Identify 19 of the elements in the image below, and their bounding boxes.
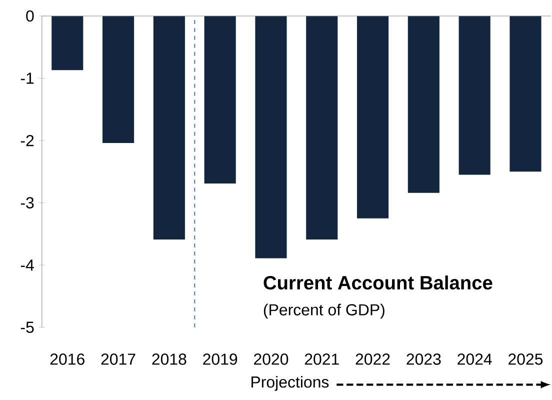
x-tick-label: 2022 xyxy=(356,353,390,365)
y-tick-label: -3 xyxy=(20,197,34,208)
text: (Percent of GDP) xyxy=(264,304,384,318)
y-tick-label: -4 xyxy=(20,259,34,270)
x-tick-label: 2017 xyxy=(101,353,136,365)
x-tick-label: 2018 xyxy=(152,353,186,365)
x-tick-label: 2019 xyxy=(203,353,238,365)
text: Projections xyxy=(252,376,329,391)
x-tick-label: 2021 xyxy=(304,353,339,365)
x-tick-label: 2020 xyxy=(254,353,288,365)
y-tick-label: -1 xyxy=(20,72,34,84)
x-tick-label: 2024 xyxy=(458,353,492,365)
text: Current Account Balance xyxy=(264,275,492,290)
x-tick-label: 2025 xyxy=(508,353,543,365)
y-tick-label: 0 xyxy=(26,10,34,22)
y-tick-label: -2 xyxy=(20,134,34,146)
x-tick-label: 2023 xyxy=(406,353,441,365)
y-tick-label: -5 xyxy=(20,322,34,333)
x-tick-label: 2016 xyxy=(50,353,84,365)
